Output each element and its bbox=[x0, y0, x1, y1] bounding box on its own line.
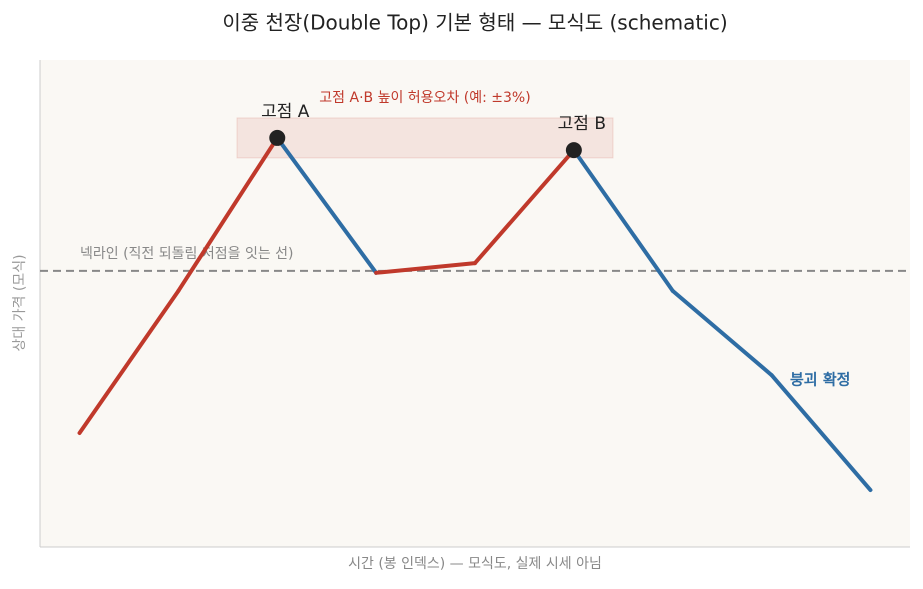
plot-area bbox=[40, 60, 910, 547]
line-segment bbox=[374, 261, 477, 275]
peak-marker bbox=[565, 142, 582, 159]
peak-marker bbox=[269, 129, 286, 146]
neckline-label: 넥라인 (직전 되돌림 저점을 잇는 선) bbox=[80, 246, 294, 262]
y-axis-label: 상대 가격 (모식) bbox=[12, 254, 28, 351]
line-segment bbox=[275, 135, 379, 275]
tolerance-band bbox=[236, 117, 614, 159]
line-segment bbox=[473, 148, 576, 266]
line-segment bbox=[77, 288, 181, 436]
x-axis-label: 시간 (봉 인덱스) — 모식도, 실제 시세 아님 bbox=[348, 556, 602, 572]
line-segment bbox=[571, 148, 675, 293]
tolerance-label: 고점 A·B 높이 허용오차 (예: ±3%) bbox=[319, 90, 530, 106]
peak-label: 고점 A bbox=[261, 102, 310, 122]
chart-title: 이중 천장(Double Top) 기본 형태 — 모식도 (schematic… bbox=[222, 11, 727, 35]
line-segment bbox=[769, 373, 873, 493]
breakdown-label: 붕괴 확정 bbox=[790, 371, 850, 389]
line-segment bbox=[176, 135, 280, 293]
peak-label: 고점 B bbox=[558, 114, 606, 134]
line-segment bbox=[670, 288, 774, 378]
